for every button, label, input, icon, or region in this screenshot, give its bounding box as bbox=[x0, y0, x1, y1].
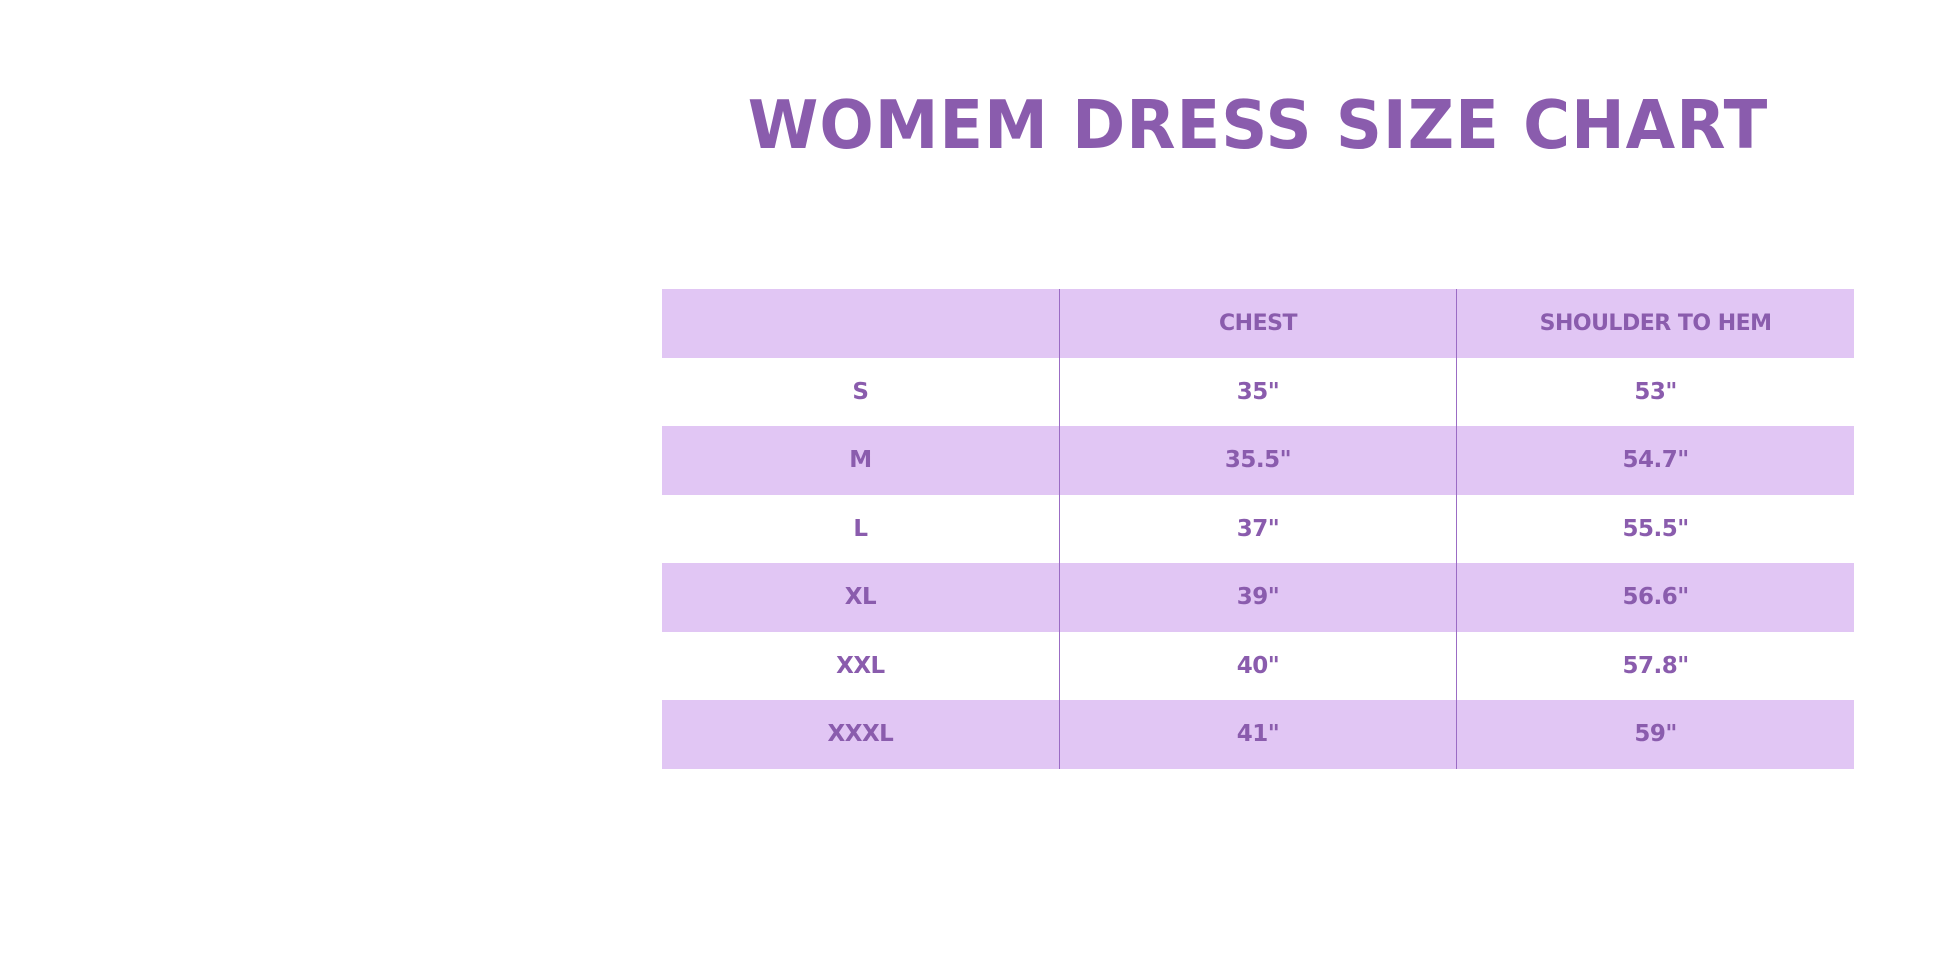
shoulder-to-hem-cell: 56.6" bbox=[1456, 563, 1854, 632]
size-cell: XXXL bbox=[662, 700, 1060, 769]
shoulder-to-hem-cell: 57.8" bbox=[1456, 631, 1854, 700]
table-row: XXXL 41" 59" bbox=[662, 700, 1854, 769]
size-chart-table: CHEST SHOULDER TO HEM S 35" 53" M 35.5" 54.7"… bbox=[662, 289, 1854, 769]
table-row: XL 39" 56.6" bbox=[662, 563, 1854, 632]
size-cell: L bbox=[853, 515, 868, 542]
table-header-row: CHEST SHOULDER TO HEM bbox=[662, 289, 1854, 358]
chest-cell: 37" bbox=[1058, 494, 1457, 563]
page-title: WOMEM DRESS SIZE CHART bbox=[747, 87, 1769, 165]
table-row: S 35" 53" bbox=[662, 357, 1854, 426]
header-shoulder-to-hem: SHOULDER TO HEM bbox=[1456, 289, 1854, 358]
header-size bbox=[662, 289, 1060, 358]
chest-cell: 35.5" bbox=[1058, 426, 1457, 495]
shoulder-to-hem-cell: 55.5" bbox=[1456, 494, 1854, 563]
size-cell: XXL bbox=[836, 652, 885, 679]
shoulder-to-hem-cell: 59" bbox=[1456, 700, 1854, 769]
chest-cell: 39" bbox=[1058, 563, 1457, 632]
size-cell: S bbox=[852, 378, 869, 405]
chest-cell: 41" bbox=[1058, 700, 1457, 769]
chest-cell: 40" bbox=[1058, 631, 1457, 700]
table-row: XXL 40" 57.8" bbox=[662, 631, 1854, 700]
table-row: L 37" 55.5" bbox=[662, 494, 1854, 563]
size-cell: XL bbox=[662, 563, 1060, 632]
table-row: M 35.5" 54.7" bbox=[662, 426, 1854, 495]
size-cell: M bbox=[662, 426, 1060, 495]
shoulder-to-hem-cell: 54.7" bbox=[1456, 426, 1854, 495]
chest-cell: 35" bbox=[1058, 357, 1457, 426]
shoulder-to-hem-cell: 53" bbox=[1456, 357, 1854, 426]
header-chest: CHEST bbox=[1058, 289, 1457, 358]
